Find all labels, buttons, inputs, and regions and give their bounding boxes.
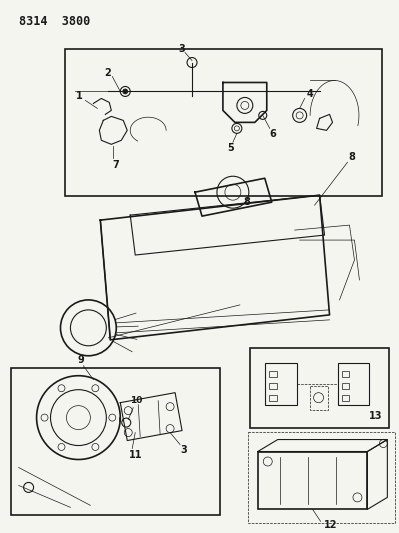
Circle shape [123, 89, 128, 94]
Text: 8314  3800: 8314 3800 [19, 15, 90, 28]
Text: 8: 8 [348, 152, 355, 162]
Text: 5: 5 [227, 143, 234, 154]
Bar [342, 383, 350, 389]
Text: 10: 10 [130, 396, 142, 405]
Text: 11: 11 [128, 449, 142, 459]
Text: 1: 1 [76, 92, 83, 101]
Text: 2: 2 [104, 68, 111, 77]
Text: 13: 13 [369, 410, 382, 421]
Bar [269, 394, 277, 401]
Bar [342, 371, 350, 377]
Text: 3: 3 [181, 445, 188, 455]
Text: 6: 6 [269, 130, 276, 139]
Bar [310, 386, 328, 410]
Bar [250, 348, 389, 427]
Bar [338, 363, 369, 405]
Text: 7: 7 [112, 160, 119, 170]
Text: 4: 4 [306, 90, 313, 100]
Bar [65, 49, 382, 196]
Bar [258, 451, 367, 510]
Bar [11, 368, 220, 515]
Bar [269, 383, 277, 389]
Bar [269, 371, 277, 377]
Text: 3: 3 [179, 44, 186, 54]
Text: 9: 9 [77, 355, 84, 365]
Bar [342, 394, 350, 401]
Bar [265, 363, 297, 405]
Text: 12: 12 [324, 520, 337, 530]
Text: 8: 8 [243, 197, 250, 207]
Bar [248, 432, 395, 523]
